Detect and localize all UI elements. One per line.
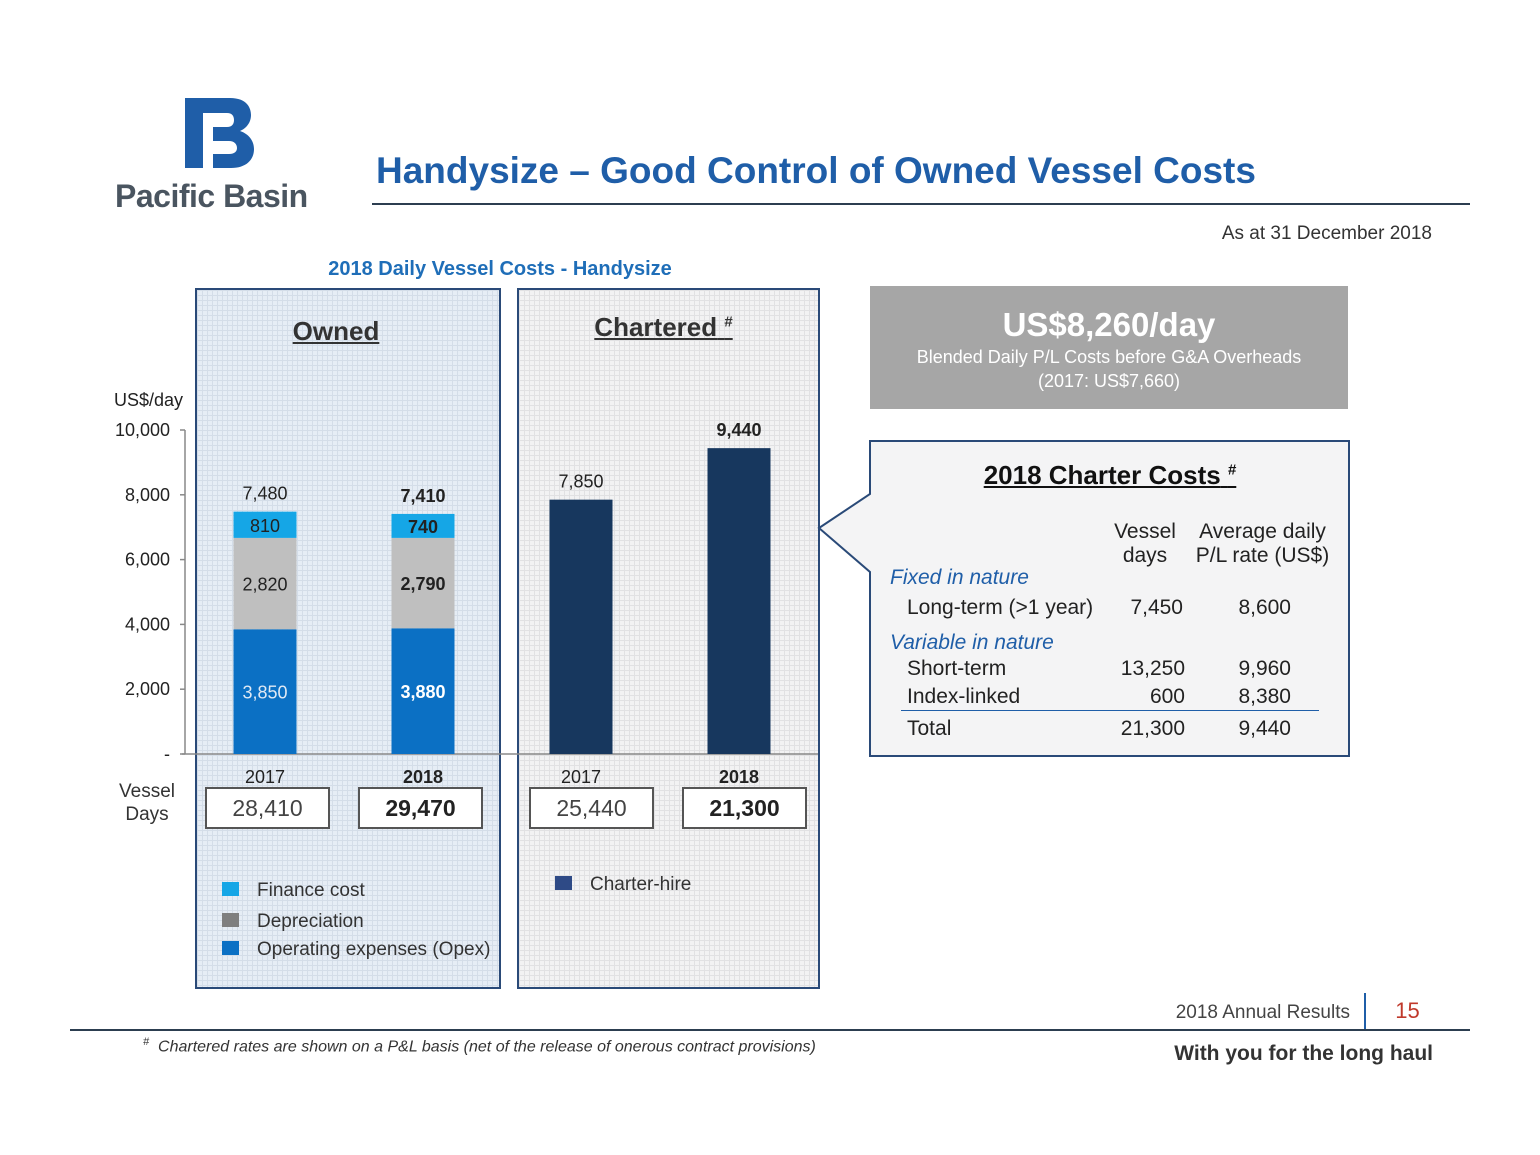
y-axis-label: US$/day [114, 390, 183, 410]
chartered-footnote-mark: # [724, 313, 733, 331]
row-rate-short-term: 9,960 [1238, 657, 1291, 680]
bar-segment-label: 2,820 [242, 575, 287, 595]
owned-panel-heading: Owned [292, 316, 380, 346]
y-tick-label: 10,000 [115, 420, 170, 440]
legend-opex: Operating expenses (Opex) [222, 939, 490, 961]
pacific-basin-logo-mark [185, 98, 254, 168]
bar-segment-label: 3,850 [242, 683, 287, 703]
vessel-days-label: Vessel Days [119, 781, 175, 825]
x-tick-label: 2018 [719, 767, 759, 787]
charter-costs-footnote-mark: # [1227, 461, 1237, 479]
y-tick-label: 6,000 [125, 550, 170, 570]
legend-charter-hire: Charter-hire [555, 874, 691, 896]
row-days-total: 21,300 [1120, 717, 1185, 740]
bar-segment [233, 629, 297, 754]
row-days-short-term: 13,250 [1120, 657, 1185, 680]
x-tick-label: 2018 [403, 767, 443, 787]
row-rate-index-linked: 8,380 [1238, 685, 1291, 708]
y-tick-label: 8,000 [125, 485, 170, 505]
as-at-date: As at 31 December 2018 [1221, 223, 1432, 244]
charter-costs-title: 2018 Charter Costs # [983, 460, 1237, 490]
group-fixed: Fixed in nature [890, 566, 1029, 589]
vessel-days-chartered-2018: 21,300 [682, 787, 807, 829]
bar-charter-hire [707, 448, 771, 754]
x-tick-label: 2017 [245, 767, 285, 787]
bar-segment [391, 537, 455, 629]
vessel-days-owned-2018: 29,470 [358, 787, 483, 829]
row-label-total: Total [907, 717, 952, 740]
bar-segment-label: 2,790 [400, 574, 445, 594]
row-days-index-linked: 600 [1149, 685, 1185, 708]
row-days-long-term: 7,450 [1130, 596, 1183, 619]
legend-depreciation: Depreciation [222, 911, 364, 933]
bar-segment [391, 628, 455, 754]
vessel-days-chartered-2017: 25,440 [529, 787, 654, 829]
logo-wordmark: Pacific Basin [115, 178, 308, 214]
blended-cost-prior: (2017: US$7,660) [1037, 371, 1181, 391]
bar-value-label: 9,440 [716, 420, 761, 440]
footnote: # Chartered rates are shown on a P&L bas… [143, 1036, 816, 1056]
bar-total-label: 7,410 [400, 486, 445, 506]
legend-swatch-opex [222, 940, 239, 955]
tagline: With you for the long haul [1174, 1042, 1433, 1065]
legend-swatch-charter [555, 875, 572, 890]
bar-segment-label: 740 [408, 517, 438, 537]
bar-segment-label: 3,880 [400, 682, 445, 702]
bar-charter-hire [549, 499, 613, 754]
x-tick-label: 2017 [561, 767, 601, 787]
blended-cost-desc: Blended Daily P/L Costs before G&A Overh… [916, 347, 1302, 367]
bar-segment [233, 537, 297, 630]
total-divider [901, 710, 1319, 711]
y-tick-label: 2,000 [125, 679, 170, 699]
row-label-index-linked: Index-linked [907, 685, 1021, 708]
bar-segment [391, 513, 455, 538]
page-number: 15 [1395, 998, 1420, 1023]
vessel-days-owned-2017: 28,410 [205, 787, 330, 829]
legend-finance-cost: Finance cost [222, 880, 365, 902]
bar-segment [233, 511, 297, 538]
legend-swatch-finance [222, 881, 239, 896]
col-header-vessel-days: Vessel days [1114, 520, 1176, 567]
footer-results-label: 2018 Annual Results [1175, 1002, 1350, 1023]
row-rate-long-term: 8,600 [1238, 596, 1291, 619]
row-label-short-term: Short-term [907, 657, 1007, 680]
bar-value-label: 7,850 [558, 472, 603, 492]
blended-cost-headline: US$8,260/day [1002, 306, 1216, 343]
bar-segment-label: 810 [250, 516, 280, 536]
chart-title: 2018 Daily Vessel Costs - Handysize [328, 258, 672, 280]
legend-swatch-depreciation [222, 912, 239, 927]
footer-divider [70, 1029, 1470, 1031]
group-variable: Variable in nature [890, 631, 1054, 654]
y-tick-label: - [164, 744, 170, 764]
footer-separator [1364, 993, 1366, 1029]
chartered-panel-heading: Chartered # [594, 312, 733, 342]
row-label-long-term: Long-term (>1 year) [907, 596, 1094, 619]
page-title: Handysize – Good Control of Owned Vessel… [376, 150, 1256, 191]
title-divider [372, 203, 1470, 205]
col-header-rate: Average daily P/L rate (US$) [1195, 520, 1330, 567]
bar-total-label: 7,480 [242, 484, 287, 504]
blended-cost-summary: US$8,260/day Blended Daily P/L Costs bef… [870, 286, 1348, 409]
y-tick-label: 4,000 [125, 614, 170, 634]
row-rate-total: 9,440 [1238, 717, 1291, 740]
